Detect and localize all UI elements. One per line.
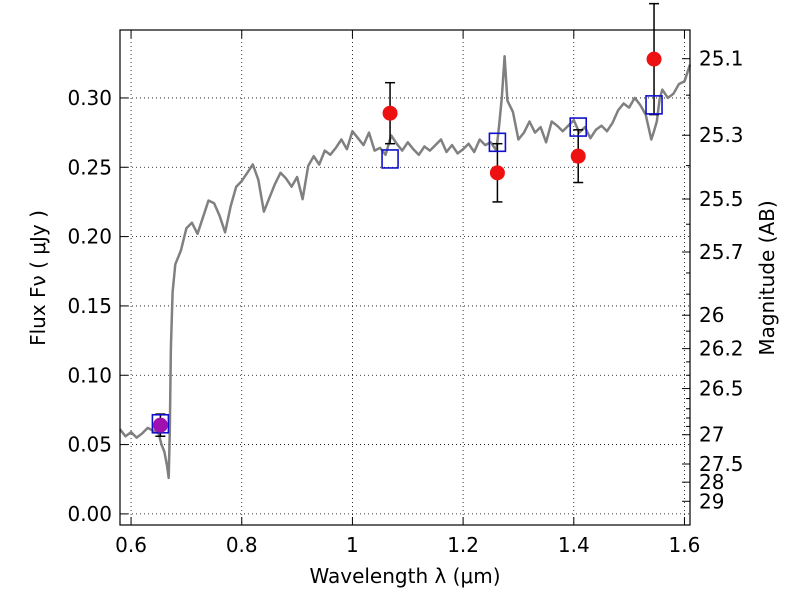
y-tick-label: 0.05	[67, 433, 112, 457]
y-tick-label: 0.00	[67, 502, 112, 526]
mag-tick-label: 26.2	[699, 337, 744, 361]
synthetic-photometry-square	[488, 132, 507, 153]
mag-tick-label: 25.5	[699, 187, 744, 211]
y-tick-label: 0.10	[67, 363, 112, 387]
observed-flux-point	[382, 105, 398, 121]
mag-tick-label: 27	[699, 423, 724, 447]
mag-tick-label: 26	[699, 303, 724, 327]
y-tick-label: 0.25	[67, 155, 112, 179]
x-tick-label: 0.6	[115, 533, 147, 557]
x-tick-label: 1.4	[558, 533, 590, 557]
x-tick-label: 1	[346, 533, 359, 557]
mag-tick-label: 28	[699, 470, 724, 494]
synthetic-photometry-square	[381, 149, 399, 169]
observed-flux-point	[570, 148, 586, 164]
mag-tick-label: 25.7	[699, 240, 744, 264]
x-axis-title: Wavelength λ (μm)	[309, 564, 500, 588]
observed-flux-point	[152, 417, 168, 433]
observed-flux-point	[489, 165, 505, 181]
y-tick-label: 0.20	[67, 225, 112, 249]
x-tick-label: 0.8	[226, 533, 258, 557]
grid-layer	[120, 30, 690, 525]
axis-layer: 0.6 0.8 1 1.2 1.4 1.6 0.00 0.05 0.10 0.15 0.20 0.25…	[67, 30, 744, 557]
observed-flux-point	[646, 51, 662, 67]
mag-tick-label: 25.1	[699, 47, 744, 71]
plot-layer	[119, 2, 692, 480]
y-axis-title: Flux Fν ( μJy )	[26, 210, 50, 346]
plot-frame	[119, 29, 691, 526]
x-tick-label: 1.6	[669, 533, 701, 557]
y2-axis-title: Magnitude (AB)	[755, 200, 779, 355]
synthetic-photometry-square	[645, 95, 663, 115]
y-tick-label: 0.15	[67, 294, 112, 318]
y-tick-label: 0.30	[67, 86, 112, 110]
model-spectrum-line	[119, 55, 692, 480]
x-tick-label: 1.2	[447, 533, 479, 557]
mag-tick-label: 25.3	[699, 123, 744, 147]
synthetic-photometry-square	[569, 117, 588, 137]
synthetic-photometry-square	[151, 413, 170, 434]
mag-tick-label: 26.5	[699, 377, 744, 401]
mag-tick-label: 29	[699, 489, 724, 513]
mag-tick-label: 27.5	[699, 452, 744, 476]
